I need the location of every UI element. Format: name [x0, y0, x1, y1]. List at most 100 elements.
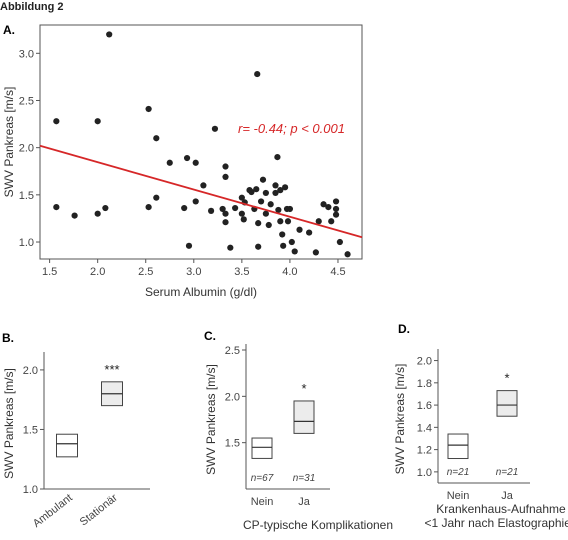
box-d-0	[447, 433, 469, 460]
scatter-point	[332, 211, 340, 218]
y-tick-label-d: 1.6	[417, 400, 432, 412]
scatter-point	[315, 218, 322, 225]
scatter-point	[53, 118, 60, 125]
scatter-point	[286, 205, 294, 213]
panel-label-b: B.	[2, 331, 14, 345]
x-axis-label-d-0: Krankenhaus-Aufnahme	[436, 502, 566, 516]
y-tick-label-d: 2.0	[417, 356, 432, 368]
scatter-point	[192, 159, 199, 166]
scatter-point	[222, 163, 229, 170]
y-axis-label-a: SWV Pankreas [m/s]	[2, 87, 16, 198]
x-tick-label-a: 1.5	[42, 266, 57, 278]
y-tick-label-a: 3.0	[19, 48, 34, 60]
scatter-point	[227, 244, 234, 251]
scatter-point	[94, 118, 101, 125]
x-tick-label-a: 4.0	[282, 266, 297, 278]
scatter-point	[255, 243, 262, 250]
scatter-point	[296, 226, 303, 233]
category-label-c: Nein	[251, 496, 274, 508]
scatter-point	[232, 204, 239, 212]
scatter-point	[274, 153, 281, 161]
scatter-point	[267, 201, 274, 208]
correlation-annotation: r= -0.44; p < 0.001	[238, 121, 345, 136]
scatter-point	[277, 187, 284, 194]
scatter-point	[325, 204, 332, 211]
n-label-d: n=21	[447, 467, 470, 478]
significance-marker-d: *	[504, 371, 509, 386]
scatter-point	[207, 207, 215, 214]
y-tick-label-d: 1.8	[417, 378, 432, 390]
y-tick-label-b: 1.0	[23, 484, 38, 496]
scatter-point	[282, 184, 289, 191]
scatter-point	[332, 205, 340, 213]
y-tick-label-a: 1.0	[19, 237, 34, 249]
y-tick-label-d: 1.4	[417, 422, 432, 434]
box-d-1	[496, 390, 518, 417]
scatter-point	[71, 212, 78, 219]
scatter-point	[320, 201, 327, 208]
x-tick-label-a: 2.0	[90, 266, 105, 278]
x-tick-label-a: 4.5	[330, 266, 345, 278]
scatter-point	[262, 189, 269, 197]
scatter-point	[53, 204, 60, 211]
category-label-b: Stationär	[78, 492, 120, 529]
scatter-point	[255, 220, 262, 227]
box-b-0	[56, 433, 78, 458]
scatter-point	[257, 198, 265, 205]
scatter-point	[145, 105, 152, 113]
n-label-c: n=67	[251, 473, 274, 484]
y-axis-label-b: SWV Pankreas [m/s]	[2, 368, 16, 479]
scatter-point	[328, 218, 335, 225]
scatter-point	[312, 249, 319, 256]
x-tick-label-a: 3.5	[234, 266, 249, 278]
scatter-point	[219, 205, 226, 213]
panel-label-c: C.	[204, 329, 216, 343]
scatter-point	[181, 204, 188, 212]
scatter-point	[192, 198, 199, 205]
box-c-1	[293, 400, 315, 434]
x-tick-label-a: 3.0	[186, 266, 201, 278]
y-axis-label-d: SWV Pankreas [m/s]	[393, 364, 407, 475]
scatter-point	[288, 238, 295, 246]
panel-label-a: A.	[3, 23, 15, 37]
x-axis-label-a: Serum Albumin (g/dl)	[145, 285, 257, 299]
box-c-0	[251, 437, 273, 459]
scatter-point	[275, 206, 282, 214]
y-tick-label-b: 1.5	[23, 424, 38, 436]
category-label-c: Ja	[298, 496, 311, 508]
significance-marker-c: *	[301, 381, 306, 396]
y-axis-label-c: SWV Pankreas [m/s]	[204, 364, 218, 475]
scatter-point	[106, 31, 113, 38]
x-axis-label-d-1: <1 Jahr nach Elastographie?	[424, 516, 568, 530]
scatter-point	[279, 231, 286, 238]
y-tick-label-b: 2.0	[23, 365, 38, 377]
category-label-d: Ja	[501, 490, 514, 502]
scatter-point	[336, 238, 343, 246]
scatter-point	[262, 210, 269, 217]
scatter-point	[222, 219, 229, 226]
scatter-point	[153, 194, 160, 201]
scatter-point	[153, 135, 160, 142]
category-label-b: Ambulant	[31, 492, 75, 530]
scatter-point	[145, 204, 152, 211]
scatter-point	[166, 159, 173, 166]
y-tick-label-d: 1.2	[417, 445, 432, 457]
significance-marker-b: ***	[104, 362, 119, 377]
y-tick-label-d: 1.0	[417, 467, 432, 479]
scatter-point	[291, 248, 298, 255]
figure-title: Abbildung 2	[0, 1, 64, 13]
regression-line	[39, 144, 363, 239]
n-label-c: n=31	[293, 473, 316, 484]
scatter-point	[272, 189, 279, 197]
x-tick-label-a: 2.5	[138, 266, 153, 278]
scatter-point	[240, 216, 247, 223]
plot-frame-a	[39, 24, 363, 260]
scatter-point	[344, 251, 351, 258]
y-tick-label-c: 2.0	[225, 391, 240, 403]
scatter-point	[222, 173, 229, 181]
scatter-point	[185, 242, 193, 249]
scatter-point	[200, 182, 207, 189]
scatter-point	[211, 125, 219, 132]
scatter-point	[259, 176, 267, 183]
